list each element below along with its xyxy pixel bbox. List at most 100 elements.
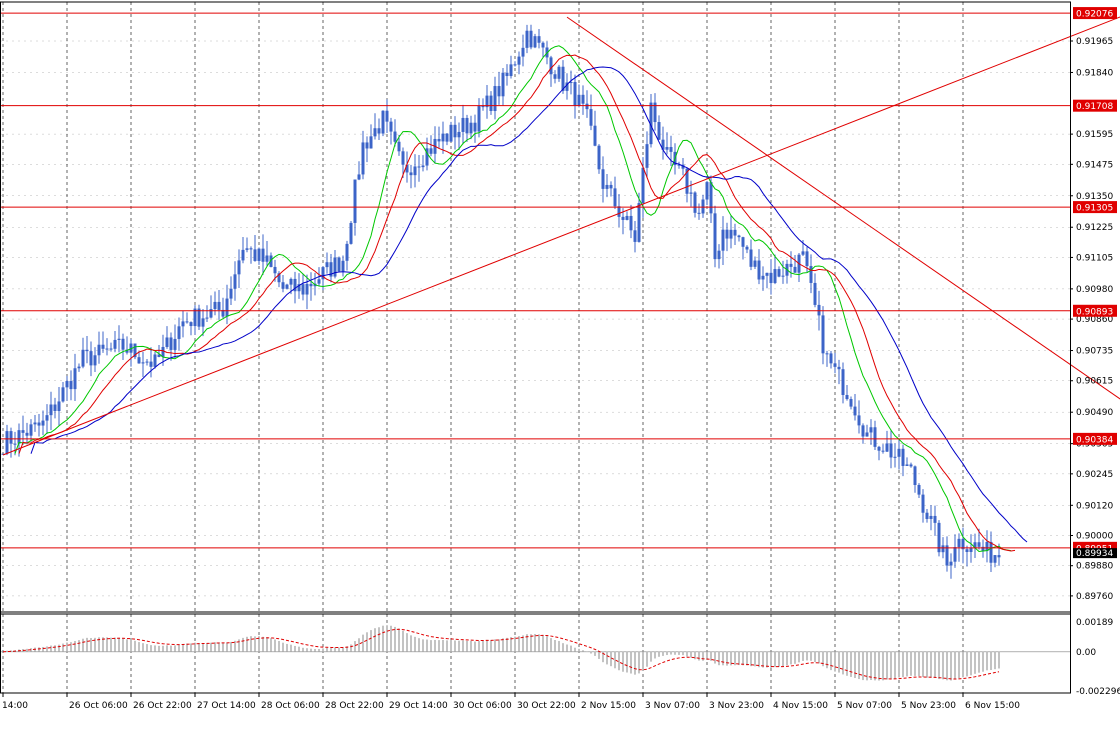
candle-body (573, 82, 577, 106)
candle-body (921, 494, 925, 513)
candle-body (369, 136, 373, 149)
candle-body (773, 269, 777, 284)
candle-body (257, 248, 261, 261)
candle-body (289, 278, 293, 285)
candle-body (805, 251, 809, 267)
level-label-box (1073, 99, 1117, 112)
candle-body (997, 555, 1001, 558)
candle-body (89, 351, 93, 366)
candle-body (829, 353, 833, 364)
price-tick-label: 0.90980 (1076, 285, 1113, 295)
candle-body (481, 105, 485, 108)
candle-body (925, 512, 929, 519)
level-label-box (1073, 7, 1117, 20)
candle-body (789, 263, 793, 267)
candle-body (273, 266, 277, 274)
candle-body (969, 548, 973, 552)
candle-body (937, 522, 941, 553)
candle-body (445, 133, 449, 142)
candle-body (129, 343, 133, 353)
candle-body (305, 283, 309, 295)
candle-body (585, 103, 589, 110)
candle-body (321, 267, 325, 280)
candle-body (37, 422, 41, 426)
candle-body (813, 282, 817, 305)
candle-body (609, 184, 613, 189)
price-tick-label: 0.91105 (1076, 253, 1113, 263)
price-tick-label: 0.90615 (1076, 377, 1113, 387)
candle-body (501, 72, 505, 97)
candle-body (413, 166, 417, 176)
candle-body (509, 64, 513, 77)
candle-body (689, 192, 693, 194)
candle-body (793, 266, 797, 273)
candle-body (657, 122, 661, 140)
candle-body (833, 363, 837, 367)
candle-body (253, 249, 257, 261)
candle-body (893, 456, 897, 458)
time-tick-label: 26 Oct 06:00 (69, 701, 128, 711)
candle-body (49, 404, 53, 416)
candle-body (961, 538, 965, 550)
candle-body (225, 298, 229, 317)
candle-body (329, 262, 333, 277)
candle-body (941, 545, 945, 553)
level-label-box (1073, 432, 1117, 445)
candle-body (121, 338, 125, 350)
candle-body (453, 124, 457, 138)
candle-body (649, 102, 653, 145)
candle-body (849, 399, 853, 407)
candle-body (209, 309, 213, 318)
candle-body (165, 337, 169, 347)
candle-body (861, 425, 865, 437)
candle-body (745, 246, 749, 250)
candle-body (237, 260, 241, 275)
candle-body (765, 272, 769, 276)
candle-body (245, 248, 249, 250)
chart-frame (0, 1, 1071, 694)
candle-body (457, 131, 461, 138)
candle-body (113, 339, 117, 349)
candle-body (669, 147, 673, 152)
candle-body (913, 466, 917, 485)
candle-body (981, 546, 985, 552)
level-label: 0.90384 (1076, 435, 1113, 445)
candle-body (469, 122, 473, 134)
candle-body (397, 141, 401, 152)
candle-body (133, 343, 137, 358)
candle-body (385, 110, 389, 122)
candle-body (317, 279, 321, 284)
candle-body (905, 464, 909, 466)
candle-body (169, 337, 173, 350)
candle-body (801, 251, 805, 255)
candle-body (449, 124, 453, 142)
candle-body (101, 344, 105, 349)
time-tick-label: 3 Nov 07:00 (645, 701, 700, 711)
candle-body (681, 164, 685, 169)
time-tick-label: 14:00 (2, 701, 28, 711)
level-label: 0.91305 (1076, 204, 1113, 214)
candle-body (297, 284, 301, 292)
candle-body (229, 288, 233, 299)
candle-body (45, 415, 49, 421)
candle-body (733, 229, 737, 236)
candle-body (809, 266, 813, 283)
candle-body (741, 237, 745, 247)
trendlines (2, 16, 1120, 456)
trendline-resistance (566, 16, 1120, 400)
horizontal-levels (0, 12, 1070, 549)
candle-body (845, 394, 849, 400)
candle-body (345, 243, 349, 261)
candle-body (897, 448, 901, 457)
candle-body (929, 515, 933, 519)
candle-body (201, 318, 205, 327)
candle-body (41, 420, 45, 426)
oscillator-signal-line (2, 628, 1000, 680)
candle-body (753, 260, 757, 267)
candle-body (661, 139, 665, 150)
candle-body (25, 432, 29, 436)
candle-body (497, 86, 501, 97)
candlestick-series (1, 24, 1001, 579)
level-price-labels: 0.92076 0.91708 0.91305 0.90893 0.90384 0.899… (1073, 7, 1117, 559)
